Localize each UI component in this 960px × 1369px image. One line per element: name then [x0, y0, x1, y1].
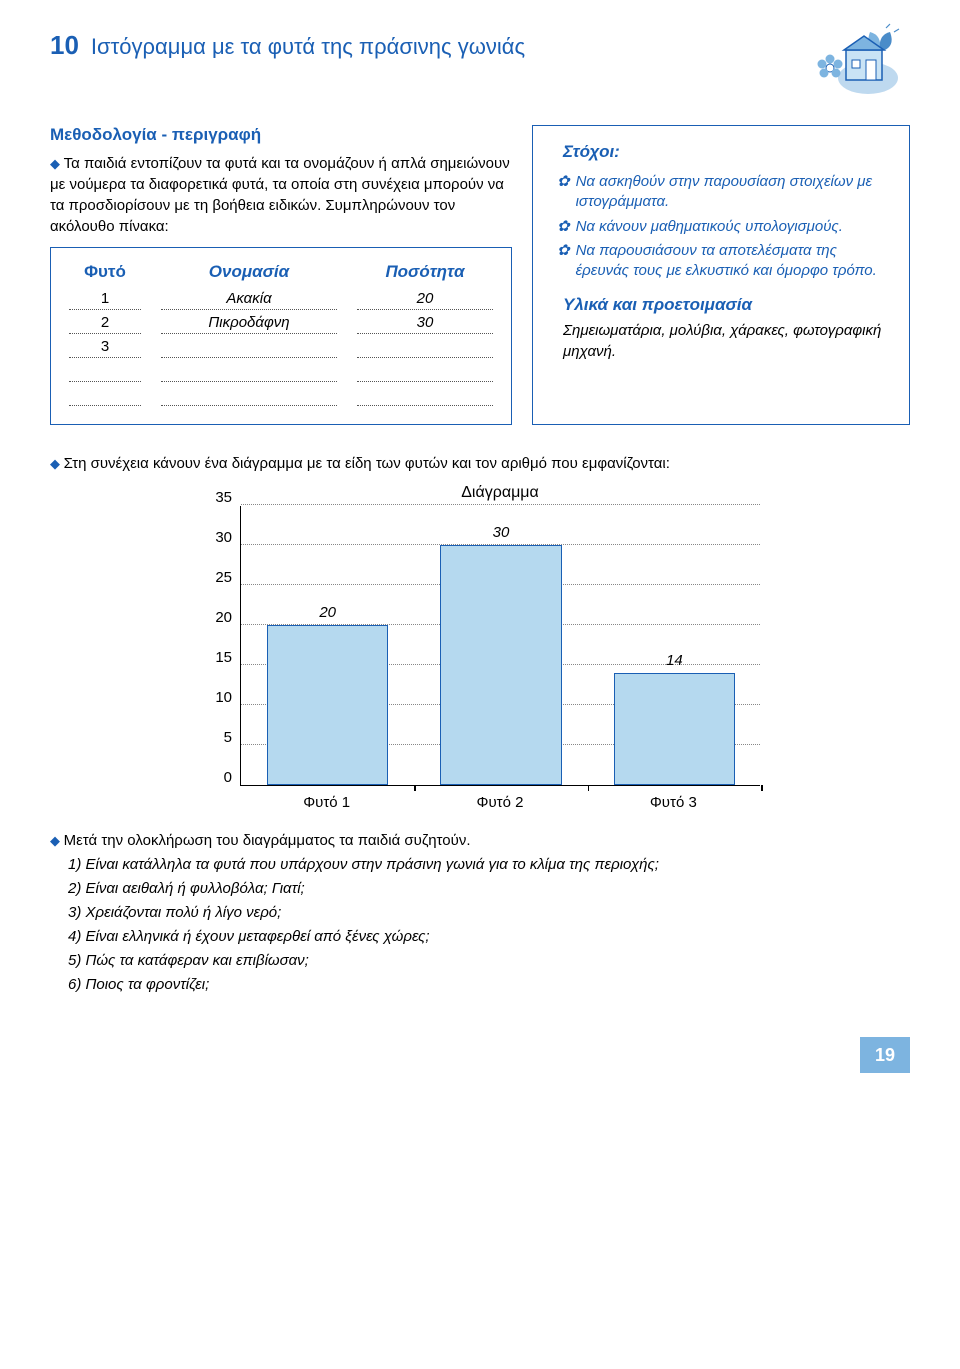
flower-icon: ✿ — [557, 172, 570, 213]
table-header-qty: Ποσότητα — [357, 262, 493, 286]
table-cell: 20 — [357, 286, 493, 310]
x-axis-label: Φυτό 2 — [413, 794, 586, 811]
chart-bar — [614, 673, 735, 785]
materials-body: Σημειωματάρια, μολύβια, χάρακες, φωτογρα… — [557, 321, 889, 362]
table-cell: Πικροδάφνη — [161, 310, 337, 334]
x-axis-label: Φυτό 1 — [240, 794, 413, 811]
x-axis-labels: Φυτό 1Φυτό 2Φυτό 3 — [240, 794, 760, 811]
table-cell: 2 — [69, 310, 141, 334]
goal-item: ✿Να παρουσιάσουν τα αποτελέσματα της έρε… — [557, 241, 889, 282]
chart-area: 05101520253035 20 30 14 — [200, 506, 760, 786]
bar-chart: Διάγραμμα 05101520253035 203014 Φυτό 1Φυ… — [200, 484, 760, 811]
page-footer: 19 — [50, 1037, 910, 1073]
table-cell: Ακακία — [161, 286, 337, 310]
plant-table: Φυτό Ονομασία Ποσότητα 1 Ακακία 20 2 Πικ… — [50, 247, 512, 425]
table-row: 2 Πικροδάφνη 30 — [69, 310, 493, 334]
question-item: 5) Πώς τα κατάφεραν και επιβίωσαν; — [68, 949, 910, 973]
bar-value-label: 14 — [666, 652, 683, 669]
gridline — [241, 504, 760, 505]
goal-text: Να παρουσιάσουν τα αποτελέσματα της έρευ… — [576, 241, 889, 282]
table-cell: 1 — [69, 286, 141, 310]
question-item: 4) Είναι ελληνικά ή έχουν μεταφερθεί από… — [68, 925, 910, 949]
question-item: 6) Ποιος τα φροντίζει; — [68, 973, 910, 997]
methodology-intro: Τα παιδιά εντοπίζουν τα φυτά και τα ονομ… — [50, 153, 512, 237]
goal-item: ✿ Να κάνουν μαθηματικούς υπολογισμούς. — [557, 217, 889, 237]
chart-section: Στη συνέχεια κάνουν ένα διάγραμμα με τα … — [50, 455, 910, 997]
main-two-column: Μεθοδολογία - περιγραφή Τα παιδιά εντοπί… — [50, 125, 910, 425]
page-header: 10 Ιστόγραμμα με τα φυτά της πράσινης γω… — [50, 30, 910, 105]
chart-intro: Στη συνέχεια κάνουν ένα διάγραμμα με τα … — [50, 455, 910, 472]
table-cell — [357, 334, 493, 358]
table-row: 1 Ακακία 20 — [69, 286, 493, 310]
x-tick — [761, 785, 763, 791]
table-cell — [357, 358, 493, 382]
methodology-title: Μεθοδολογία - περιγραφή — [50, 125, 512, 145]
table-cell — [161, 358, 337, 382]
x-tick — [588, 785, 590, 791]
y-axis: 05101520253035 — [200, 506, 240, 786]
bar-value-label: 20 — [319, 604, 336, 621]
chart-plot: 20 30 14 — [240, 506, 760, 786]
table-cell — [161, 382, 337, 406]
table-row — [69, 382, 493, 406]
title-row: 10 Ιστόγραμμα με τα φυτά της πράσινης γω… — [50, 30, 525, 61]
followup-lead: Μετά την ολοκλήρωση του διαγράμματος τα … — [50, 829, 910, 853]
table-header-row: Φυτό Ονομασία Ποσότητα — [69, 262, 493, 286]
page-title: Ιστόγραμμα με τα φυτά της πράσινης γωνιά… — [91, 34, 525, 60]
right-column: Στόχοι: ✿Να ασκηθούν στην παρουσίαση στο… — [532, 125, 910, 425]
goal-text: Να κάνουν μαθηματικούς υπολογισμούς. — [576, 217, 843, 237]
table-cell: 3 — [69, 334, 141, 358]
table-cell — [357, 382, 493, 406]
goals-title: Στόχοι: — [557, 142, 889, 162]
bar-value-label: 30 — [493, 524, 510, 541]
chart-bar — [267, 625, 388, 785]
exercise-number: 10 — [50, 30, 79, 61]
question-item: 3) Χρειάζονται πολύ ή λίγο νερό; — [68, 901, 910, 925]
table-cell — [69, 358, 141, 382]
flower-icon: ✿ — [557, 217, 570, 237]
question-item: 2) Είναι αειθαλή ή φυλλοβόλα; Γιατί; — [68, 877, 910, 901]
table-header-plant: Φυτό — [69, 262, 141, 286]
goal-text: Να ασκηθούν στην παρουσίαση στοιχείων με… — [576, 172, 889, 213]
x-tick — [414, 785, 416, 791]
goal-item: ✿Να ασκηθούν στην παρουσίαση στοιχείων μ… — [557, 172, 889, 213]
flower-icon: ✿ — [557, 241, 570, 282]
house-plant-icon — [800, 20, 910, 105]
chart-title: Διάγραμμα — [240, 484, 760, 502]
x-axis-label: Φυτό 3 — [587, 794, 760, 811]
question-item: 1) Είναι κατάλληλα τα φυτά που υπάρχουν … — [68, 853, 910, 877]
table-row — [69, 358, 493, 382]
goals-box: Στόχοι: ✿Να ασκηθούν στην παρουσίαση στο… — [532, 125, 910, 425]
table-row: 3 — [69, 334, 493, 358]
table-cell: 30 — [357, 310, 493, 334]
table-cell — [69, 382, 141, 406]
left-column: Μεθοδολογία - περιγραφή Τα παιδιά εντοπί… — [50, 125, 512, 425]
table-cell — [161, 334, 337, 358]
materials-title: Υλικά και προετοιμασία — [557, 295, 889, 315]
followup-section: Μετά την ολοκλήρωση του διαγράμματος τα … — [50, 829, 910, 997]
page-number-badge: 19 — [860, 1037, 910, 1073]
chart-bar — [440, 545, 561, 785]
table-header-name: Ονομασία — [161, 262, 337, 286]
